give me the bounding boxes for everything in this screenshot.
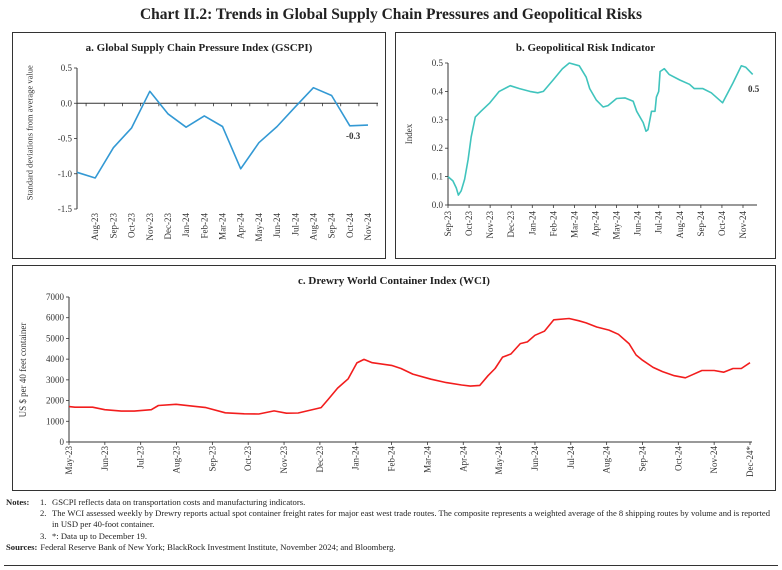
x-tick-label: Sep-23: [207, 446, 217, 472]
panel-title-gscpi: a. Global Supply Chain Pressure Index (G…: [85, 42, 313, 54]
y-tick-label: 0.4: [432, 86, 444, 96]
x-tick-label: Nov-23: [279, 446, 289, 474]
y-tick-label: -0.5: [58, 134, 73, 144]
y-tick-label: 2000: [46, 396, 65, 406]
x-tick-label: Jul-24: [654, 211, 664, 234]
wci-line: [68, 317, 751, 415]
panel-geopolitical-risk: b. Geopolitical Risk Indicator: [395, 32, 776, 259]
y-tick-label: 0.0: [61, 98, 73, 108]
sources-label: Sources:: [6, 541, 38, 552]
x-tick-label: Jul-24: [290, 213, 300, 236]
x-tick-label: Aug-23: [172, 446, 182, 474]
note-2: The WCI assessed weekly by Drewry report…: [52, 508, 770, 530]
notes-label: Notes:: [6, 497, 30, 507]
y-tick-label: 3000: [46, 375, 65, 385]
note-number: 2.: [40, 508, 47, 519]
x-tick-label: Sep-24: [327, 213, 337, 239]
y-tick-label: 1000: [46, 416, 65, 426]
x-tick-label: Dec-24*: [745, 446, 755, 477]
data-label: -0.3: [346, 131, 361, 141]
x-tick-label: Jun-24: [530, 446, 540, 471]
x-tick-label: Nov-24: [363, 213, 373, 241]
y-tick-label: 0.1: [432, 172, 443, 182]
x-tick-label: Feb-24: [199, 213, 209, 239]
y-axis-label: Index: [404, 123, 414, 144]
note-number: 3.: [40, 530, 47, 541]
x-tick-label: Dec-23: [315, 446, 325, 473]
y-tick-label: 4000: [46, 354, 65, 364]
chart-title: Chart II.2: Trends in Global Supply Chai…: [139, 6, 642, 23]
panel-title-wci: c. Drewry World Container Index (WCI): [298, 275, 490, 287]
x-tick-label: Jun-24: [272, 213, 282, 238]
x-tick-label: Mar-24: [422, 446, 432, 473]
x-tick-label: Sep-23: [443, 211, 453, 237]
y-tick-label: 0.5: [61, 63, 73, 73]
x-tick-label: Sep-24: [637, 446, 647, 472]
x-tick-label: Dec-23: [163, 213, 173, 240]
x-tick-label: Dec-23: [506, 211, 516, 238]
panel-title-gpr: b. Geopolitical Risk Indicator: [515, 42, 656, 54]
x-tick-label: Mar-24: [569, 211, 579, 238]
x-tick-label: Nov-24: [738, 211, 748, 239]
bottom-rule: [4, 565, 778, 566]
x-tick-label: Aug-23: [90, 213, 100, 241]
x-tick-label: May-24: [494, 446, 504, 475]
gscpi-line: [76, 86, 369, 179]
x-tick-label: May-23: [64, 446, 74, 475]
geopolitical-risk-line: [447, 62, 754, 196]
x-tick-label: Sep-23: [108, 213, 118, 239]
x-tick-label: Jul-24: [566, 446, 576, 469]
x-tick-label: Sep-24: [696, 211, 706, 237]
y-tick-label: 0.3: [432, 115, 444, 125]
data-label: 0.5: [748, 84, 760, 94]
y-tick-label: 0: [60, 437, 65, 447]
x-tick-label: Oct-23: [127, 213, 137, 238]
y-tick-label: 0.2: [432, 143, 443, 153]
note-3: *: Data up to December 19.: [52, 530, 147, 541]
y-tick-label: 6000: [46, 313, 65, 323]
y-tick-label: 7000: [46, 292, 65, 302]
y-tick-label: 0.0: [432, 200, 444, 210]
x-tick-label: Mar-24: [218, 213, 228, 240]
y-tick-label: -1.0: [58, 169, 73, 179]
sources-text: Federal Reserve Bank of New York; BlackR…: [40, 541, 396, 552]
x-tick-label: May-24: [612, 211, 622, 240]
x-tick-label: Jul-23: [136, 446, 146, 469]
x-tick-label: Oct-23: [464, 211, 474, 236]
x-tick-label: Oct-23: [243, 446, 253, 471]
x-tick-label: Oct-24: [673, 446, 683, 471]
x-tick-label: May-24: [254, 213, 264, 242]
x-tick-label: Oct-24: [717, 211, 727, 236]
y-tick-label: 5000: [46, 333, 65, 343]
note-1: GSCPI reflects data on transportation co…: [52, 497, 306, 507]
x-tick-label: Nov-24: [709, 446, 719, 474]
x-tick-label: Jan-24: [351, 446, 361, 470]
x-tick-label: Apr-24: [591, 211, 601, 237]
x-tick-label: Apr-24: [236, 213, 246, 239]
panel-wci: c. Drewry World Container Index (WCI): [12, 265, 776, 491]
x-tick-label: Feb-24: [548, 211, 558, 237]
x-tick-label: Nov-23: [485, 211, 495, 239]
x-tick-label: Aug-24: [308, 213, 318, 241]
x-tick-label: Jun-23: [100, 446, 110, 471]
x-tick-label: Jun-24: [633, 211, 643, 236]
x-tick-label: Jan-24: [181, 213, 191, 237]
x-tick-label: Aug-24: [602, 446, 612, 474]
x-tick-label: Nov-23: [145, 213, 155, 241]
y-tick-label: -1.5: [58, 204, 73, 214]
x-tick-label: Jan-24: [527, 211, 537, 235]
x-tick-label: Feb-24: [387, 446, 397, 472]
y-axis-label: US $ per 40 feet container: [18, 323, 28, 418]
y-tick-label: 0.5: [432, 58, 444, 68]
notes: Notes: 1. GSCPI reflects data on transport…: [6, 497, 776, 553]
x-tick-label: Aug-24: [675, 211, 685, 239]
x-tick-label: Oct-24: [345, 213, 355, 238]
panel-gscpi: a. Global Supply Chain Pressure Index (G…: [12, 32, 386, 259]
note-number: 1.: [40, 497, 47, 507]
x-tick-label: Apr-24: [458, 446, 468, 472]
